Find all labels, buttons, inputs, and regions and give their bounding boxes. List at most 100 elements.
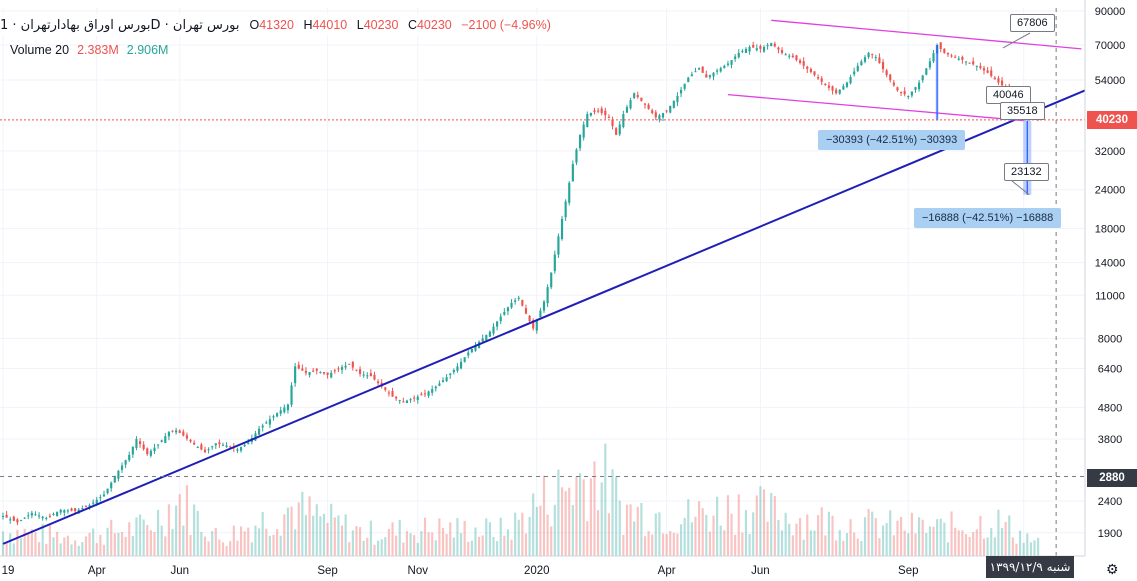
volume-bar (766, 521, 769, 556)
volume-bar (910, 512, 913, 556)
volume-bar (9, 533, 12, 556)
volume-bar (986, 537, 989, 556)
candle-body (723, 65, 726, 69)
volume-bar (705, 514, 708, 556)
candle-body (795, 55, 798, 60)
volume-label[interactable]: Volume 20 (10, 43, 70, 57)
volume-bar (1033, 540, 1036, 556)
close-label: C (407, 18, 417, 32)
price-tag-40046[interactable]: 40046 (986, 86, 1031, 104)
volume-bar (276, 529, 279, 556)
candle-body (377, 381, 380, 384)
volume-bar (748, 533, 751, 556)
candle-body (582, 124, 585, 138)
channel-lower-line (727, 93, 1024, 122)
candle-body (928, 61, 931, 68)
volume-bar (88, 532, 91, 556)
volume-value-2: 2.906M (126, 43, 169, 57)
candle-body (286, 404, 290, 411)
candle-body (860, 61, 863, 66)
high-value: 44010 (312, 18, 348, 32)
candle-body (297, 364, 300, 369)
candle-body (607, 116, 610, 118)
candle-body (142, 444, 145, 450)
candle-body (265, 422, 268, 424)
volume-bar (712, 515, 715, 556)
volume-bar (196, 510, 199, 556)
volume-bar (990, 527, 993, 556)
volume-bar (589, 478, 592, 556)
candle-body (106, 488, 109, 494)
candle-body (340, 367, 344, 370)
price-tick-label: 54000 (1095, 75, 1126, 87)
candle-body (503, 311, 506, 315)
price-tag-23132[interactable]: 23132 (1004, 163, 1049, 181)
candle-body (294, 366, 297, 384)
volume-bar (102, 544, 106, 556)
candle-body (276, 413, 279, 417)
price-tick-label: 1900 (1098, 528, 1122, 540)
callout-line-top (1002, 32, 1031, 49)
candle-body (824, 83, 827, 86)
volume-bar (972, 532, 975, 556)
candle-body (449, 373, 452, 376)
candle-body (427, 391, 430, 396)
volume-bar (867, 509, 870, 556)
crosshair-date-label: شنبه ۱۳۹۹/۱۲/۹ (986, 556, 1074, 578)
gear-icon[interactable]: ⚙ (1106, 561, 1119, 577)
volume-bar (499, 517, 502, 556)
candle-body (337, 368, 340, 370)
price-tag-67806[interactable]: 67806 (1010, 14, 1055, 32)
volume-bar (315, 504, 318, 556)
volume-bar (138, 514, 142, 556)
volume-bar (261, 512, 264, 556)
candle-body (315, 368, 318, 371)
price-tag-35518[interactable]: 35518 (1000, 102, 1045, 120)
volume-bar (203, 536, 207, 556)
candle-body (798, 60, 802, 63)
volume-bar (290, 506, 293, 556)
volume-bar (485, 518, 488, 556)
symbol-title[interactable]: بورس اوراق بهادارتهران · 1D · بورس تهران (0, 17, 240, 33)
candle-body (326, 372, 329, 375)
crosshair-price-label: 2880 (1087, 469, 1137, 487)
candle-body (52, 513, 55, 515)
volume-bar (698, 501, 701, 556)
candle-body (398, 400, 401, 402)
candle-body (355, 369, 358, 371)
volume-bar (759, 486, 762, 556)
candle-body (499, 316, 502, 322)
volume-bar (110, 519, 113, 556)
volume-bar (268, 535, 271, 556)
candle-body (362, 374, 365, 376)
volume-bar (77, 545, 80, 556)
measure-label-2[interactable]: −16888 (−42.51%) −16888 (914, 208, 1062, 228)
volume-bar (860, 541, 863, 556)
candle-body (236, 449, 239, 451)
measure-label-1[interactable]: −30393 (−42.51%) −30393 (818, 130, 966, 150)
candle-body (813, 71, 816, 76)
volume-bar (30, 529, 33, 556)
candle-body (30, 512, 33, 516)
candle-body (243, 444, 246, 447)
candle-body (802, 61, 805, 66)
volume-bar (387, 528, 390, 556)
candle-body (474, 345, 477, 351)
candle-body (434, 386, 437, 389)
callout-line-low (1011, 180, 1030, 196)
candle-body (777, 47, 780, 50)
candle-body (485, 335, 488, 341)
candle-body (741, 50, 744, 52)
candle-body (910, 91, 913, 96)
volume-bar (5, 542, 8, 556)
volume-bar (780, 530, 784, 556)
candle-body (827, 85, 831, 88)
candle-body (535, 319, 538, 331)
volume-bar (683, 517, 686, 556)
price-axis[interactable]: 1900 2400 3800 4800 6400 8000 11000 14000 18000 2… (1084, 0, 1126, 556)
candle-body (481, 338, 484, 342)
candle-body (441, 380, 445, 382)
candle-body (459, 361, 463, 369)
drawing-overlays[interactable] (0, 8, 1086, 556)
